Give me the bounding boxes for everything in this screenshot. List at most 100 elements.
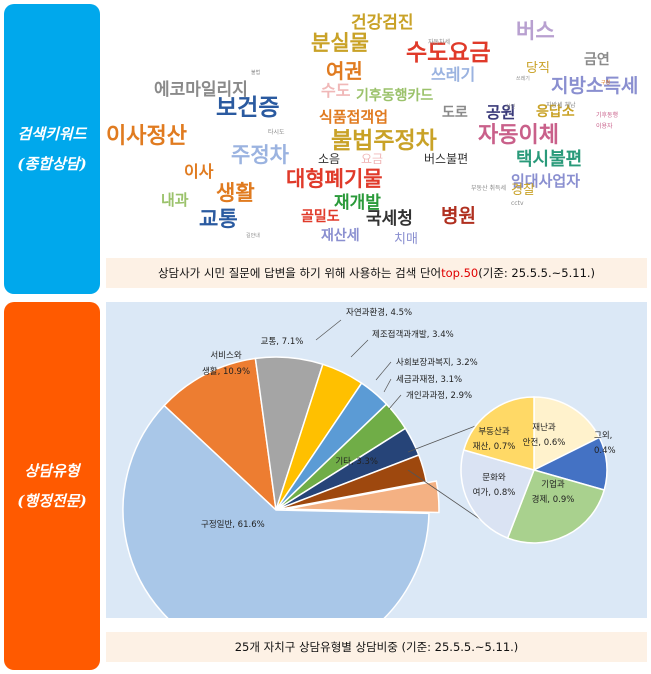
word-cloud-word: 요금 [361, 152, 383, 166]
word-cloud-word: 소음 [318, 152, 340, 166]
pie-label-general: 구정일반, 61.6% [201, 519, 265, 530]
word-cloud-word: 건강검진 [351, 13, 414, 33]
pie-label-service-1: 서비스와 [210, 350, 241, 361]
word-cloud-word: 대형폐기물 [286, 167, 383, 191]
word-cloud-word: 임대사업자 [511, 172, 580, 190]
word-cloud-word: 분실물 [311, 31, 369, 55]
pie-chart-caption: 25개 자치구 상담유형별 상담비중 (기준: 25.5.5.~5.11.) [106, 632, 647, 662]
word-cloud-word: 병원 [441, 205, 476, 227]
word-cloud-word: 금연 [584, 52, 610, 68]
word-cloud-word: 에코마일리지 [154, 80, 248, 100]
word-cloud-caption: 상담사가 시민 질문에 답변을 하기 위해 사용하는 검색 단어 top.50 … [106, 258, 647, 288]
word-cloud-word: 응답소 [536, 103, 575, 120]
word-cloud-word: 당직 [526, 61, 550, 76]
word-cloud-word: 이사 [184, 162, 214, 181]
sub-pie-slice-4 [462, 396, 535, 471]
pie-label-personal: 개인과과정, 2.9% [406, 390, 472, 401]
word-cloud-word: 여권 [326, 59, 363, 83]
sidebar-top-line-1: 검색키워드 [17, 125, 87, 143]
word-cloud-word: 보건증 [216, 95, 279, 121]
word-cloud-word: 지방소득세 [551, 75, 638, 97]
sub-pie-label-1-a: 그외, [594, 430, 612, 441]
pie-slice-0 [122, 404, 430, 618]
sidebar-consult-types: 상담유형 (행정전문) [4, 302, 100, 670]
word-cloud-word: 경찰 [511, 183, 535, 198]
pie-label-manufacturing: 제조접객과개발, 3.4% [372, 329, 454, 340]
word-cloud-word: 주정차 [231, 143, 290, 167]
word-cloud-word: 기후동행 [596, 111, 618, 119]
leader-line [350, 339, 369, 358]
pie-slice-1 [163, 357, 278, 512]
sidebar-search-keywords: 검색키워드 (종합상담) [4, 4, 100, 294]
word-cloud-word: cctv [511, 200, 524, 207]
sub-pie-label-2-b: 경제, 0.9% [532, 494, 575, 505]
word-cloud-word: 기후동행카드 [356, 88, 433, 104]
sub-pie-label-4-a: 부동산과 [478, 426, 509, 437]
word-cloud-word: 재산세 [321, 227, 360, 244]
connector-line [407, 469, 482, 521]
sub-pie-label-4-b: 재산, 0.7% [473, 441, 516, 452]
word-cloud-word: 이사정산 [106, 124, 187, 149]
word-cloud-word: 길안내 [246, 232, 260, 239]
word-cloud-word: 지방세 체납 [546, 101, 576, 109]
word-cloud-word: 교통 [199, 207, 238, 231]
word-cloud-word: 택시불편 [516, 149, 582, 170]
sub-pie-label-3-a: 문화와 [482, 472, 506, 483]
word-cloud-word: 쓰레기 [431, 65, 475, 84]
sub-pie-slice-2 [506, 469, 606, 544]
word-cloud-word: 치매 [394, 232, 418, 247]
sub-pie-label-0-a: 재난과 [532, 423, 556, 433]
pie-slice-7 [275, 454, 428, 511]
word-cloud-word: 재개발 [334, 193, 381, 213]
sub-pie-slice-3 [460, 449, 535, 540]
pie-slice-8 [285, 480, 440, 514]
sidebar-top-line-2: (종합상담) [17, 155, 87, 173]
word-cloud-word: 내과 [161, 191, 189, 209]
leader-line [388, 394, 402, 410]
word-cloud-word: 생활 [216, 181, 255, 205]
pie-label-traffic: 교통, 7.1% [261, 337, 304, 347]
sub-pie-slice-0 [533, 396, 601, 472]
word-cloud-word: 골밀도 [301, 209, 340, 225]
word-cloud-word: 상인 [506, 103, 516, 110]
pie-label-welfare: 사회보장과복지, 3.2% [396, 357, 478, 368]
caption-bottom-text: 25개 자치구 상담유형별 상담비중 (기준: 25.5.5.~5.11.) [234, 640, 519, 654]
caption-top-highlight: top.50 [441, 266, 479, 280]
sub-pie-label-1-b: 0.4% [594, 446, 616, 456]
word-cloud-word: 식품접객업 [319, 108, 388, 126]
word-cloud-word: 타시도 [268, 128, 285, 136]
word-cloud-word: 수도요금 [406, 40, 491, 66]
word-cloud-word: 불법 [251, 69, 260, 76]
pie-label-tax: 세금과재정, 3.1% [396, 374, 462, 385]
word-cloud: 건강검진 분실물 수도요금 버스 금연 여권 쓰레기 당직 지방소득세 에코마일리지 보건증 수도 기후… [106, 0, 651, 255]
word-cloud-word: 버스 [516, 19, 555, 43]
word-cloud-word: 이용자 [596, 122, 613, 130]
word-cloud-word: 자동이체 [478, 123, 559, 148]
sidebar-bottom-line-1: 상담유형 [24, 462, 80, 480]
pie-label-service-2: 생활, 10.9% [202, 366, 250, 377]
word-cloud-word: 부동산 취득세 [471, 184, 506, 192]
word-cloud-word: 공원 [486, 103, 515, 122]
leader-line [315, 319, 342, 341]
sidebar-bottom-line-2: (행정전문) [17, 492, 87, 510]
pie-label-nature: 자연과환경, 4.5% [346, 307, 412, 318]
word-cloud-word: 쓰레기 [516, 75, 530, 82]
word-cloud-word: 국세청 [366, 208, 413, 229]
word-cloud-word: 구청 [601, 80, 610, 86]
word-cloud-word: 도로 [442, 105, 468, 121]
word-cloud-word: 불법주정차 [331, 128, 437, 154]
leader-line [375, 361, 392, 381]
sub-pie-label-0-b: 안전, 0.6% [523, 437, 566, 448]
pie-label-other: 기타, 3.3% [335, 457, 378, 467]
word-cloud-word: 수도 [321, 81, 351, 100]
caption-top-after: (기준: 25.5.5.~5.11.) [478, 266, 596, 280]
word-cloud-word: 자동차세 [428, 38, 450, 46]
word-cloud-word: 버스불편 [424, 152, 468, 166]
caption-top-before: 상담사가 시민 질문에 답변을 하기 위해 사용하는 검색 단어 [157, 266, 442, 280]
sub-pie-label-3-b: 여가, 0.8% [473, 487, 516, 498]
sub-pie-label-2-a: 기업과 [541, 480, 565, 490]
leader-line [383, 378, 392, 393]
